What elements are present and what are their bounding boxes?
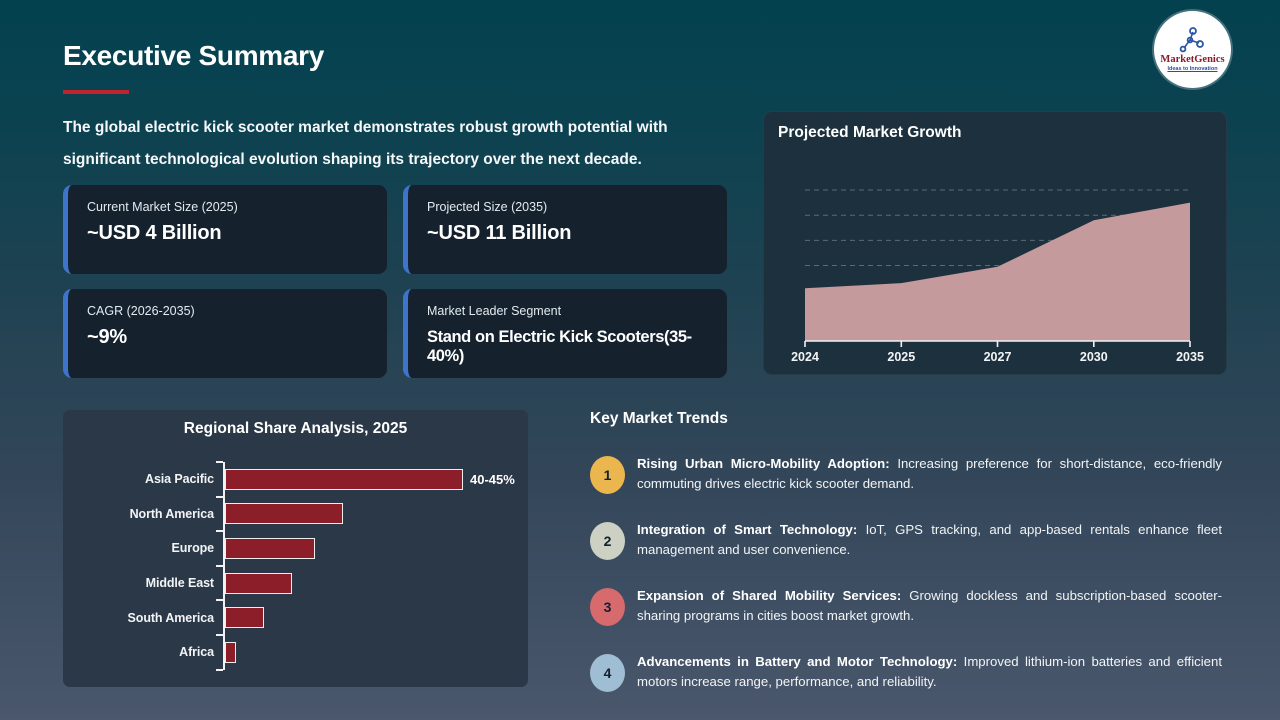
trend-body: Growing dockless and subscription-based … xyxy=(637,588,1222,623)
bar-row: North America xyxy=(75,495,516,532)
regional-bars: Asia Pacific 40-45% North America Europe Mid… xyxy=(75,461,516,671)
trend-text: Expansion of Shared Mobility Services: G… xyxy=(637,586,1222,625)
bar xyxy=(225,572,293,594)
bar-row: Asia Pacific 40-45% xyxy=(75,461,516,497)
trend-text: Integration of Smart Technology: IoT, GP… xyxy=(637,520,1222,559)
trend-title: Integration of Smart Technology: xyxy=(637,522,858,537)
growth-chart-panel: Projected Market Growth 2024 2025 2027 2030… xyxy=(763,111,1227,375)
molecule-icon xyxy=(1179,27,1204,53)
bar-cell xyxy=(216,495,516,532)
stat-card-market-leader-segment: Market Leader Segment Stand on Electric … xyxy=(403,289,727,378)
bar-category-label: Europe xyxy=(171,541,215,556)
marketgenics-logo: MarketGenics Ideas to Innovation xyxy=(1154,11,1231,88)
key-market-trends: Key Market Trends 1 Rising Urban Micro-M… xyxy=(590,410,1230,692)
trend-body: IoT, GPS tracking, and app-based rentals… xyxy=(637,522,1222,557)
stat-value: Stand on Electric Kick Scooters(35-40%) xyxy=(427,328,692,365)
trend-number-badge: 1 xyxy=(590,456,625,494)
bar xyxy=(225,641,237,663)
stat-label: Current Market Size (2025) xyxy=(87,200,238,214)
bar-cell: 40-45% xyxy=(216,461,516,497)
trend-item-2: 2 Integration of Smart Technology: IoT, … xyxy=(590,520,1230,560)
trend-body: Improved lithium-ion batteries and effic… xyxy=(637,654,1222,689)
trend-number-badge: 3 xyxy=(590,588,625,626)
bar xyxy=(225,537,315,559)
stat-card-cagr: CAGR (2026-2035) ~9% xyxy=(63,289,387,378)
growth-chart-svg: 2024 2025 2027 2030 2035 xyxy=(791,189,1204,364)
bar-cell xyxy=(216,530,516,566)
regional-chart-title: Regional Share Analysis, 2025 xyxy=(183,420,408,437)
bar-row: Africa xyxy=(75,633,516,671)
stat-card-current-market-size: Current Market Size (2025) ~USD 4 Billio… xyxy=(63,185,387,274)
bar-cell xyxy=(216,599,516,635)
bar xyxy=(225,607,265,629)
trends-heading: Key Market Trends xyxy=(590,410,728,427)
stat-label: Projected Size (2035) xyxy=(427,200,548,214)
intro-paragraph: The global electric kick scooter market … xyxy=(63,112,763,176)
bar-category-label: Middle East xyxy=(145,576,214,591)
intro-line-1: The global electric kick scooter market … xyxy=(63,119,668,136)
bar-row: South America xyxy=(75,599,516,635)
trend-title: Expansion of Shared Mobility Services: xyxy=(637,588,902,603)
intro-line-2: significant technological evolution shap… xyxy=(63,151,642,168)
trend-title: Rising Urban Micro-Mobility Adoption: xyxy=(637,456,890,471)
bar-row: Europe xyxy=(75,530,516,566)
regional-chart-panel: Regional Share Analysis, 2025 Asia Pacif… xyxy=(63,410,528,687)
stat-label: CAGR (2026-2035) xyxy=(87,304,195,318)
bar-cell xyxy=(216,564,516,601)
trend-text: Advancements in Battery and Motor Techno… xyxy=(637,652,1222,691)
stat-value: ~9% xyxy=(87,326,127,348)
svg-text:2024: 2024 xyxy=(791,350,819,364)
stat-cards-grid: Current Market Size (2025) ~USD 4 Billio… xyxy=(63,185,727,378)
growth-chart-title: Projected Market Growth xyxy=(778,124,962,141)
bar-category-label: South America xyxy=(127,610,215,625)
stat-value: ~USD 11 Billion xyxy=(427,222,572,244)
bar xyxy=(225,468,463,490)
bar-category-label: Asia Pacific xyxy=(145,472,214,487)
trend-text: Rising Urban Micro-Mobility Adoption: In… xyxy=(637,454,1222,493)
trend-number-badge: 2 xyxy=(590,522,625,560)
trend-item-3: 3 Expansion of Shared Mobility Services:… xyxy=(590,586,1230,626)
stat-card-projected-size: Projected Size (2035) ~USD 11 Billion xyxy=(403,185,727,274)
trend-title: Advancements in Battery and Motor Techno… xyxy=(637,654,958,669)
trend-body: Increasing preference for short-distance… xyxy=(637,456,1223,491)
bar-row: Middle East xyxy=(75,564,516,601)
bar-category-label: North America xyxy=(129,506,214,521)
svg-text:2035: 2035 xyxy=(1176,350,1204,364)
page-title: Executive Summary xyxy=(63,40,325,71)
trend-number-badge: 4 xyxy=(590,654,625,692)
bar xyxy=(225,503,343,525)
bar-value-label: 40-45% xyxy=(470,471,515,487)
trend-item-1: 1 Rising Urban Micro-Mobility Adoption: … xyxy=(590,454,1230,494)
svg-text:2025: 2025 xyxy=(887,350,915,364)
svg-text:2027: 2027 xyxy=(984,350,1012,364)
trend-item-4: 4 Advancements in Battery and Motor Tech… xyxy=(590,652,1230,692)
bar-category-label: Africa xyxy=(179,645,214,660)
svg-text:2030: 2030 xyxy=(1080,350,1108,364)
title-underline xyxy=(63,90,129,94)
logo-name: MarketGenics xyxy=(1160,54,1225,65)
stat-value: ~USD 4 Billion xyxy=(87,222,222,244)
stat-label: Market Leader Segment xyxy=(427,304,562,318)
bar-cell xyxy=(216,633,516,671)
logo-tagline: Ideas to Innovation xyxy=(1167,66,1218,72)
